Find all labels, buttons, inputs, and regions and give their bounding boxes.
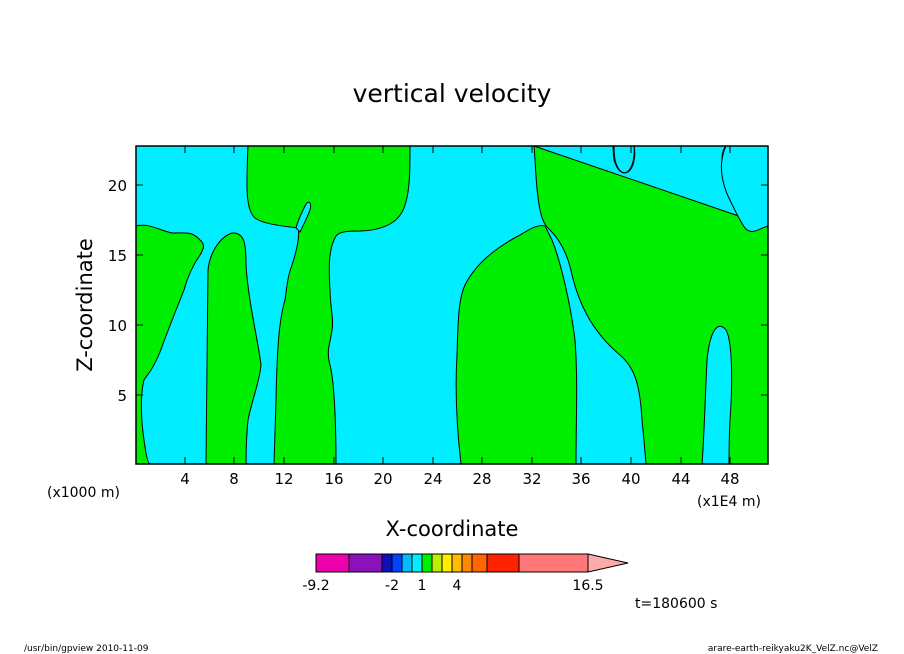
colorbar-cell — [421, 553, 433, 573]
x-tick-label: 28 — [472, 470, 491, 488]
region-positive-band1 — [205, 232, 262, 465]
colorbar-cell — [441, 553, 453, 573]
colorbar-label: 4 — [453, 578, 462, 594]
x-axis-label: X-coordinate — [386, 517, 519, 541]
y-tick-labels: 5 10 15 20 — [108, 177, 127, 405]
x-tick-label: 4 — [180, 470, 190, 488]
colorbar-cell — [411, 553, 423, 573]
x-tick-label: 8 — [229, 470, 239, 488]
colorbar — [315, 553, 629, 573]
y-tick-label: 5 — [117, 387, 127, 405]
x-axis-ticks — [184, 146, 731, 464]
chart-title: vertical velocity — [353, 79, 552, 108]
colorbar-cell — [381, 553, 393, 573]
y-scale-note: (x1000 m) — [47, 485, 120, 501]
x-tick-label: 48 — [720, 470, 739, 488]
x-tick-label: 40 — [621, 470, 640, 488]
colorbar-cell — [486, 553, 520, 573]
plot-frame — [135, 145, 769, 465]
colorbar-label: -9.2 — [302, 578, 329, 594]
x-tick-label: 24 — [423, 470, 442, 488]
region-positive-middle — [455, 225, 578, 465]
pocket-small-upper — [295, 201, 312, 233]
x-tick-label: 12 — [274, 470, 293, 488]
x-tick-label: 32 — [522, 470, 541, 488]
colorbar-cell — [471, 553, 488, 573]
y-tick-label: 15 — [108, 247, 127, 265]
footer-left: /usr/bin/gpview 2010-11-09 — [24, 644, 149, 654]
footer-right: arare-earth-reikyaku2K_VelZ.nc@VelZ — [708, 644, 878, 654]
colorbar-cell — [348, 553, 383, 573]
y-tick-label: 20 — [108, 177, 127, 195]
colorbar-labels: -9.2 -2 1 4 16.5 — [302, 578, 603, 594]
y-axis-ticks — [136, 184, 768, 396]
positive-regions — [135, 145, 769, 465]
x-tick-label: 36 — [571, 470, 590, 488]
colorbar-cell — [518, 553, 589, 573]
region-positive-left — [135, 224, 204, 465]
colorbar-arrow — [587, 553, 629, 573]
pocket-right-edge — [720, 145, 769, 232]
colorbar-cell — [451, 553, 463, 573]
negative-pockets — [295, 145, 769, 233]
colorbar-label: 16.5 — [572, 578, 603, 594]
colorbar-cell — [431, 553, 443, 573]
x-tick-label: 20 — [373, 470, 392, 488]
x-tick-label: 44 — [671, 470, 690, 488]
colorbar-cell — [315, 553, 350, 573]
y-axis-label: Z-coordinate — [73, 238, 97, 372]
colorbar-label: 1 — [418, 578, 427, 594]
colorbar-cell — [401, 553, 413, 573]
y-tick-label: 10 — [108, 317, 127, 335]
pocket-top-right — [613, 145, 635, 174]
time-label: t=180600 s — [635, 596, 717, 612]
x-tick-labels: 4 8 12 16 20 24 28 32 36 40 44 48 — [180, 470, 739, 488]
x-tick-label: 16 — [324, 470, 343, 488]
colorbar-cell — [461, 553, 473, 573]
colorbar-label: -2 — [385, 578, 399, 594]
colorbar-cell — [391, 553, 403, 573]
x-scale-note: (x1E4 m) — [697, 494, 761, 510]
